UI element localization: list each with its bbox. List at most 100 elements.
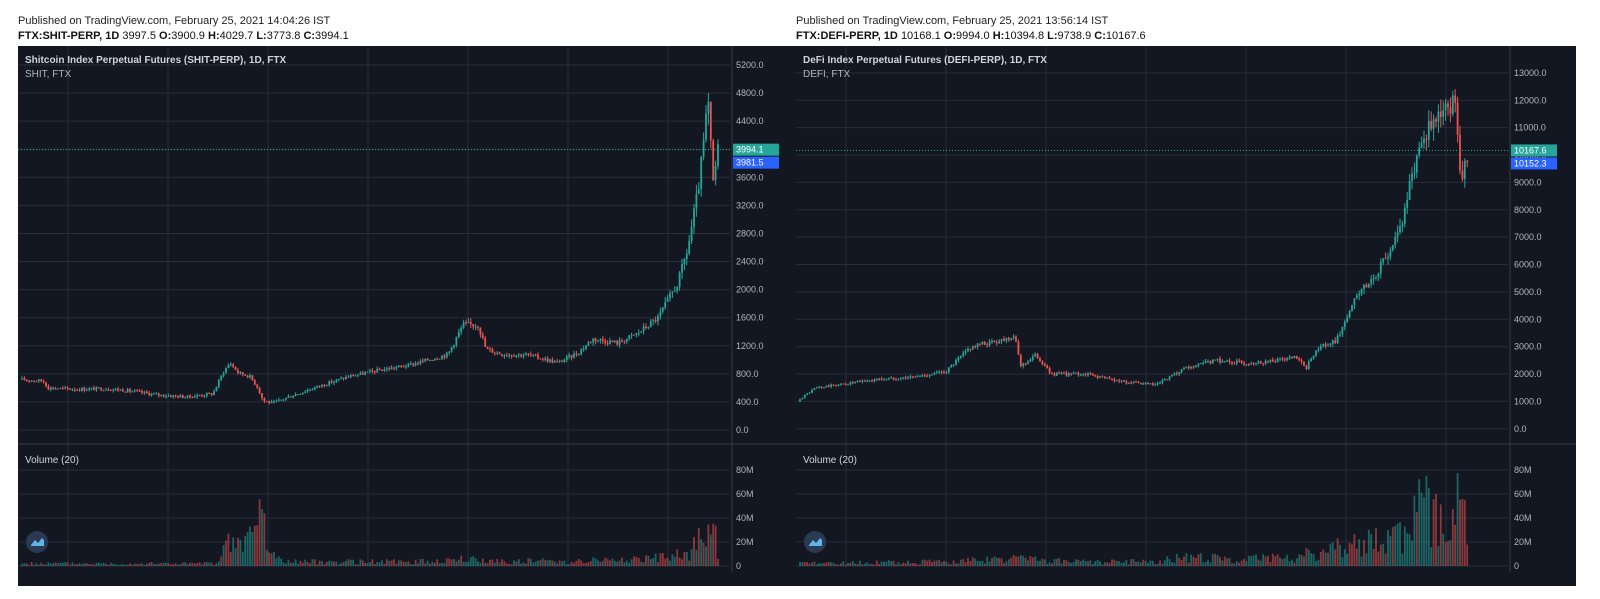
candle-body: [1096, 375, 1099, 378]
candle-body: [693, 208, 695, 227]
candle-body: [364, 372, 367, 375]
volume-bar: [964, 561, 967, 566]
volume-bar: [1031, 557, 1034, 566]
volume-bar: [534, 561, 537, 566]
candle-body: [239, 372, 242, 374]
candle-body: [1005, 337, 1008, 341]
candle-body: [1216, 358, 1219, 360]
volume-bar: [299, 560, 302, 566]
chart-area[interactable]: 0.0 400.0 800.0 1200.0 1600.0 2000.0 2400.0 280…: [18, 46, 798, 586]
candle-body: [618, 340, 621, 345]
volume-bar: [280, 558, 283, 566]
candle-body: [1346, 317, 1349, 322]
candle-body: [249, 375, 251, 378]
candle-body: [1243, 362, 1245, 365]
candle-body: [849, 382, 852, 385]
candle-body: [198, 395, 201, 397]
candle-body: [1103, 376, 1106, 378]
chart-area[interactable]: 0.0 1000.0 2000.0 3000.0 4000.0 5000.0 6000.0 7…: [796, 46, 1576, 586]
volume-bar: [316, 564, 319, 566]
candle-body: [325, 385, 328, 387]
candle-body: [709, 101, 712, 141]
volume-bar: [229, 552, 232, 566]
candle-body: [1394, 236, 1397, 246]
candle-body: [481, 334, 484, 339]
volume-bar: [333, 561, 335, 566]
tradingview-logo-icon[interactable]: [804, 531, 826, 553]
candle-body: [261, 393, 263, 399]
candle-body: [1418, 147, 1421, 156]
chart-svg[interactable]: 0.0 400.0 800.0 1200.0 1600.0 2000.0 2400.0 280…: [18, 46, 798, 586]
candle-body: [114, 388, 117, 390]
volume-tick-label: 40M: [736, 513, 754, 523]
candle-body: [102, 390, 105, 392]
candle-body: [1063, 372, 1065, 374]
volume-bar: [678, 557, 681, 566]
volume-bar: [23, 563, 26, 566]
candle-body: [412, 363, 415, 366]
volume-bar: [705, 546, 707, 566]
candle-body: [995, 342, 998, 344]
volume-bar: [1183, 556, 1185, 566]
volume-bar: [1103, 562, 1106, 566]
candle-body: [1065, 372, 1068, 376]
volume-bar: [249, 526, 251, 566]
candle-body: [97, 387, 100, 389]
volume-tick-label: 80M: [736, 465, 754, 475]
candle-body: [1151, 383, 1154, 385]
candle-body: [1168, 376, 1171, 380]
candle-body: [923, 375, 926, 377]
candle-body: [933, 372, 936, 375]
volume-bar: [813, 561, 816, 566]
candle-body: [126, 389, 129, 393]
volume-bar: [441, 563, 443, 566]
volume-bar: [1360, 556, 1363, 566]
candle-body: [93, 387, 95, 391]
volume-bar: [83, 563, 86, 566]
volume-bar: [289, 562, 292, 566]
candle-body: [390, 367, 393, 370]
candle-body: [1343, 321, 1346, 327]
volume-bar: [1096, 559, 1099, 566]
volume-bar: [928, 559, 931, 566]
volume-bar: [995, 557, 998, 566]
candle-body: [532, 354, 535, 356]
candle-body: [1399, 226, 1401, 233]
candle-body: [921, 375, 924, 377]
volume-bar: [217, 561, 220, 566]
chart-svg[interactable]: 0.0 1000.0 2000.0 3000.0 4000.0 5000.0 6000.0 7…: [796, 46, 1576, 586]
candle-body: [237, 370, 239, 374]
candle-body: [69, 388, 71, 390]
volume-bar: [1022, 556, 1025, 566]
candle-body: [1221, 361, 1224, 363]
volume-bar: [943, 560, 945, 566]
candle-body: [112, 389, 115, 391]
volume-bar: [1125, 559, 1128, 566]
candle-body: [270, 401, 273, 404]
volume-bar: [1091, 564, 1094, 566]
volume-bar: [522, 562, 525, 566]
volume-bar: [1264, 556, 1267, 566]
volume-bar: [1190, 554, 1193, 566]
candle-body: [513, 355, 515, 357]
candle-body: [455, 337, 458, 345]
candle-body: [95, 387, 98, 391]
tradingview-logo-icon[interactable]: [26, 531, 48, 553]
volume-bar: [630, 559, 633, 566]
volume-bar: [883, 561, 885, 566]
volume-bar: [931, 561, 933, 566]
volume-bar: [64, 562, 67, 566]
candle-body: [148, 393, 151, 396]
volume-bar: [390, 560, 393, 566]
volume-bar: [1408, 534, 1411, 566]
volume-bar: [899, 564, 902, 566]
candle-body: [541, 359, 544, 361]
volume-bar: [1339, 544, 1341, 566]
volume-bar: [402, 561, 405, 566]
candle-body: [1358, 293, 1361, 296]
volume-bar: [1132, 558, 1135, 566]
candle-body: [52, 387, 55, 389]
volume-bar: [277, 556, 280, 566]
volume-bar: [820, 563, 823, 566]
candle-body: [825, 385, 828, 387]
